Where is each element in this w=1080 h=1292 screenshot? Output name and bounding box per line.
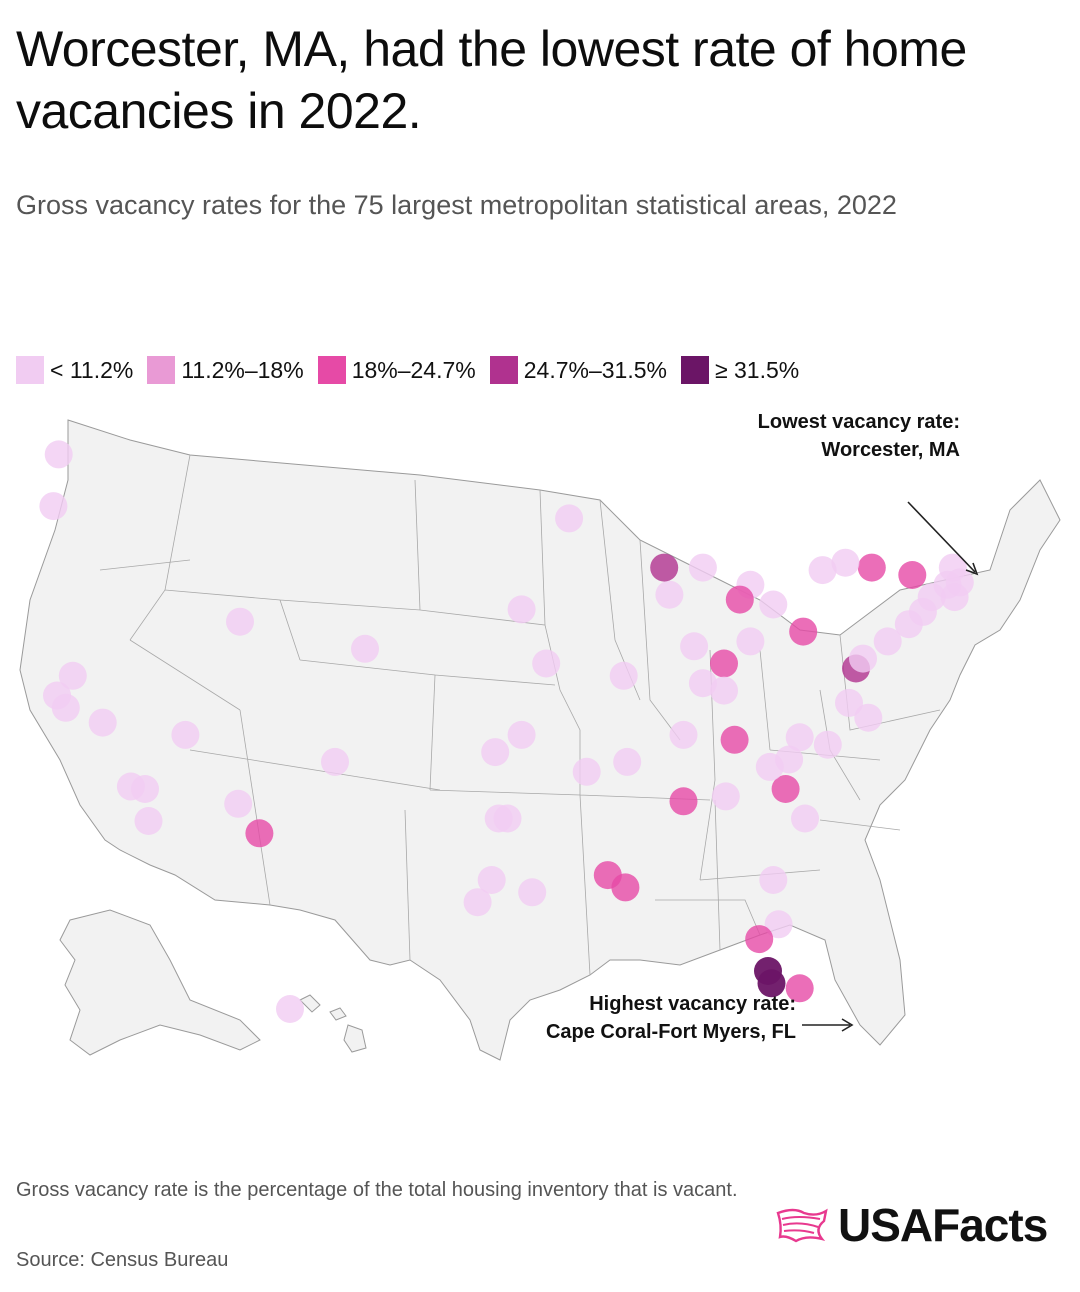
lowest-arrow bbox=[907, 501, 976, 573]
legend-item: 24.7%–31.5% bbox=[489, 356, 667, 384]
metro-bubble bbox=[764, 910, 793, 939]
legend-swatch bbox=[489, 356, 518, 384]
metro-bubble bbox=[757, 969, 786, 998]
metro-bubble bbox=[51, 693, 80, 722]
metro-bubble bbox=[813, 730, 842, 759]
metro-bubble bbox=[518, 878, 547, 907]
map-land bbox=[19, 419, 1061, 1061]
metro-bubble bbox=[688, 553, 717, 582]
metro-bubble bbox=[650, 553, 679, 582]
metro-bubble bbox=[711, 782, 740, 811]
metro-bubble bbox=[849, 644, 877, 673]
metro-bubble bbox=[785, 974, 814, 1003]
usafacts-logo: USAFacts bbox=[774, 1198, 1048, 1252]
metro-bubble bbox=[759, 866, 788, 894]
metro-bubble bbox=[321, 747, 349, 776]
metro-bubble bbox=[710, 676, 738, 705]
metro-bubble bbox=[808, 556, 837, 585]
us-vacancy-map bbox=[19, 419, 1061, 1061]
metro-bubble bbox=[789, 617, 818, 646]
metro-bubble bbox=[507, 595, 536, 624]
metro-bubble bbox=[507, 720, 536, 749]
metro-bubble bbox=[791, 804, 819, 833]
annotation-arrows bbox=[802, 501, 979, 1032]
lowest-vacancy-annotation: Lowest vacancy rate: Worcester, MA bbox=[757, 411, 960, 461]
metro-bubble bbox=[131, 775, 159, 803]
legend-swatch bbox=[317, 356, 346, 384]
metro-bubble bbox=[613, 747, 642, 776]
metro-bubble bbox=[224, 789, 253, 818]
metro-bubble bbox=[831, 548, 860, 577]
metro-bubble bbox=[736, 627, 765, 656]
metro-bubble bbox=[532, 649, 561, 678]
metro-bubble bbox=[609, 661, 638, 690]
metro-bubble bbox=[759, 590, 788, 619]
legend-swatch bbox=[16, 356, 44, 384]
metro-bubble bbox=[725, 585, 754, 614]
metro-bubble bbox=[669, 720, 698, 749]
metro-bubble bbox=[898, 561, 927, 589]
metro-bubble bbox=[835, 688, 863, 717]
metro-bubble bbox=[873, 627, 902, 656]
metro-bubble bbox=[593, 861, 622, 890]
metro-bubble bbox=[226, 607, 254, 636]
metro-bubble bbox=[58, 661, 87, 690]
metro-bubble bbox=[477, 866, 506, 894]
chart-title: Worcester, MA, had the lowest rate of ho… bbox=[16, 21, 967, 139]
metro-bubble bbox=[572, 757, 601, 786]
metro-bubble bbox=[710, 649, 738, 678]
metro-bubble bbox=[680, 632, 709, 661]
legend: < 11.2% 11.2%–18% 18%–24.7% 24.7%–31.5% … bbox=[16, 356, 799, 384]
chart-subtitle: Gross vacancy rates for the 75 largest m… bbox=[16, 190, 897, 220]
metro-bubble bbox=[463, 888, 492, 917]
metro-bubble bbox=[940, 583, 969, 612]
bubble-layer bbox=[39, 440, 974, 1023]
metro-bubble bbox=[555, 504, 584, 533]
metro-bubble bbox=[493, 804, 522, 833]
usafacts-flag-map-icon bbox=[776, 1208, 828, 1243]
metro-bubble bbox=[88, 708, 117, 737]
metro-bubble bbox=[481, 738, 510, 767]
legend-label: 11.2%–18% bbox=[181, 356, 304, 383]
legend-label: < 11.2% bbox=[50, 356, 134, 383]
metro-bubble bbox=[785, 723, 814, 752]
legend-item: 18%–24.7% bbox=[317, 356, 476, 384]
footnote: Gross vacancy rate is the percentage of … bbox=[16, 1179, 738, 1201]
metro-bubble bbox=[245, 819, 274, 848]
hawaii-shape bbox=[299, 994, 367, 1053]
legend-label: 18%–24.7% bbox=[351, 356, 476, 383]
metro-bubble bbox=[44, 440, 73, 469]
metro-bubble bbox=[688, 669, 717, 698]
legend-swatch bbox=[680, 356, 709, 384]
metro-bubble bbox=[655, 580, 684, 609]
metro-bubble bbox=[351, 634, 379, 663]
metro-bubble bbox=[134, 807, 163, 835]
source-note: Source: Census Bureau bbox=[16, 1249, 229, 1271]
metro-bubble bbox=[171, 720, 200, 749]
metro-bubble bbox=[938, 553, 967, 582]
metro-bubble bbox=[854, 703, 883, 732]
legend-item: < 11.2% bbox=[16, 356, 133, 384]
logo-text: USAFacts bbox=[838, 1199, 1048, 1251]
metro-bubble bbox=[669, 787, 698, 816]
legend-swatch bbox=[147, 356, 176, 384]
highest-vacancy-annotation: Highest vacancy rate: Cape Coral-Fort My… bbox=[545, 993, 796, 1043]
contiguous-us-shape bbox=[19, 419, 1061, 1061]
metro-bubble bbox=[857, 553, 886, 582]
legend-item: 11.2%–18% bbox=[147, 356, 304, 384]
metro-bubble bbox=[771, 775, 800, 803]
highest-arrowhead bbox=[841, 1018, 854, 1032]
metro-bubble bbox=[39, 492, 68, 521]
metro-bubble bbox=[755, 752, 784, 781]
legend-item: ≥ 31.5% bbox=[680, 356, 800, 384]
metro-bubble bbox=[745, 925, 774, 954]
legend-label: 24.7%–31.5% bbox=[523, 356, 667, 383]
lowest-arrowhead bbox=[965, 562, 979, 576]
metro-bubble bbox=[720, 725, 749, 754]
legend-label: ≥ 31.5% bbox=[714, 356, 800, 383]
metro-bubble bbox=[276, 995, 304, 1023]
alaska-shape bbox=[59, 909, 261, 1056]
